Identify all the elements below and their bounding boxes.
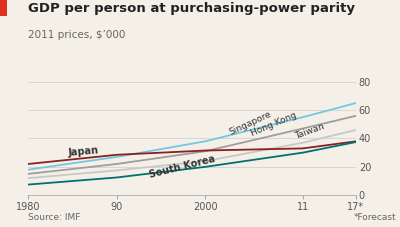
- Text: Taiwan: Taiwan: [294, 122, 326, 141]
- Text: Singapore: Singapore: [228, 110, 273, 137]
- Text: Hong Kong: Hong Kong: [250, 110, 298, 138]
- Text: Source: IMF: Source: IMF: [28, 213, 80, 222]
- Text: GDP per person at purchasing-power parity: GDP per person at purchasing-power parit…: [28, 2, 355, 15]
- Text: *Forecast: *Forecast: [353, 213, 396, 222]
- Text: 2011 prices, $’000: 2011 prices, $’000: [28, 30, 125, 39]
- Text: South Korea: South Korea: [148, 154, 216, 180]
- Text: Japan: Japan: [68, 145, 99, 158]
